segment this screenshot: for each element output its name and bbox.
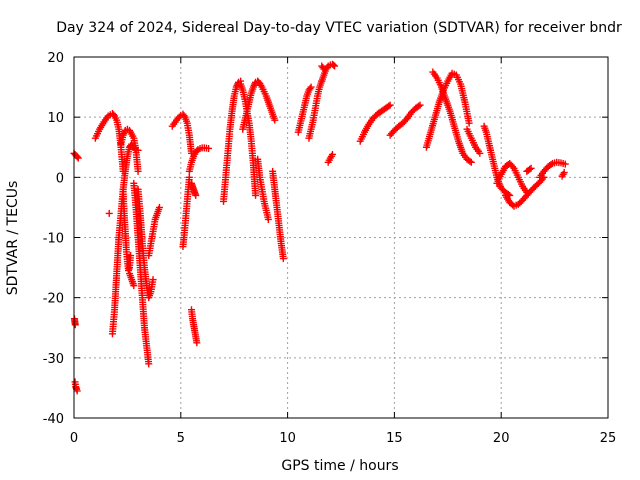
y-axis-label: SDTVAR / TECUs — [5, 181, 21, 296]
data-point — [306, 85, 314, 93]
y-tick-label: -40 — [43, 412, 64, 427]
data-point — [527, 164, 535, 172]
data-point — [331, 62, 339, 70]
data-point — [476, 149, 484, 157]
data-point — [192, 191, 200, 199]
y-tick-label: 20 — [47, 51, 64, 66]
data-point — [71, 321, 79, 329]
data-point — [149, 276, 157, 284]
data-point — [465, 119, 473, 127]
data-point — [73, 387, 81, 395]
y-tick-label: -10 — [43, 232, 64, 247]
data-point — [119, 131, 127, 139]
x-tick-label: 10 — [279, 431, 296, 446]
data-point — [193, 339, 201, 347]
y-tick-label: -20 — [43, 292, 64, 307]
data-point — [145, 360, 153, 368]
data-point — [279, 255, 287, 263]
y-tick-labels: -40 -30 -20 -10 0 10 20 — [43, 51, 64, 427]
x-tick-label: 25 — [600, 431, 617, 446]
data-point — [264, 215, 272, 223]
data-point — [250, 81, 258, 89]
data-point — [509, 163, 517, 171]
data-point — [155, 203, 163, 211]
data-points — [70, 60, 569, 395]
y-tick-label: 0 — [56, 171, 64, 186]
x-tick-label: 5 — [177, 431, 185, 446]
data-point — [415, 102, 423, 110]
data-point — [134, 167, 142, 175]
x-tick-label: 20 — [493, 431, 510, 446]
data-point — [560, 169, 568, 177]
data-point — [127, 252, 135, 260]
data-point — [385, 102, 393, 110]
data-point — [319, 64, 327, 72]
data-point — [330, 61, 338, 69]
data-point — [249, 83, 257, 91]
data-point — [402, 116, 410, 124]
chart-title: Day 324 of 2024, Sidereal Day-to-day VTE… — [56, 20, 622, 36]
data-point — [467, 158, 475, 166]
data-point — [526, 165, 534, 173]
data-point — [74, 154, 82, 162]
x-tick-label: 15 — [386, 431, 403, 446]
data-point — [185, 173, 193, 181]
data-point — [130, 282, 138, 290]
y-tick-label: -30 — [43, 352, 64, 367]
data-point — [466, 157, 474, 165]
data-point — [271, 116, 279, 124]
y-tick-label: 10 — [47, 111, 64, 126]
data-point — [307, 83, 315, 91]
data-point — [205, 144, 213, 152]
data-point — [416, 101, 424, 109]
data-point — [320, 65, 328, 73]
data-point — [180, 112, 188, 120]
data-point — [232, 83, 240, 91]
data-point — [252, 191, 260, 199]
plot-frame — [73, 56, 609, 419]
x-tick-labels: 0 5 10 15 20 25 — [70, 431, 616, 446]
data-point — [105, 209, 113, 217]
data-point — [561, 160, 569, 168]
data-point — [120, 130, 128, 138]
data-point — [328, 150, 336, 158]
data-point — [386, 101, 394, 109]
data-point — [547, 160, 555, 168]
x-axis-label: GPS time / hours — [281, 458, 398, 474]
x-tick-label: 0 — [70, 431, 78, 446]
data-point — [73, 153, 81, 161]
